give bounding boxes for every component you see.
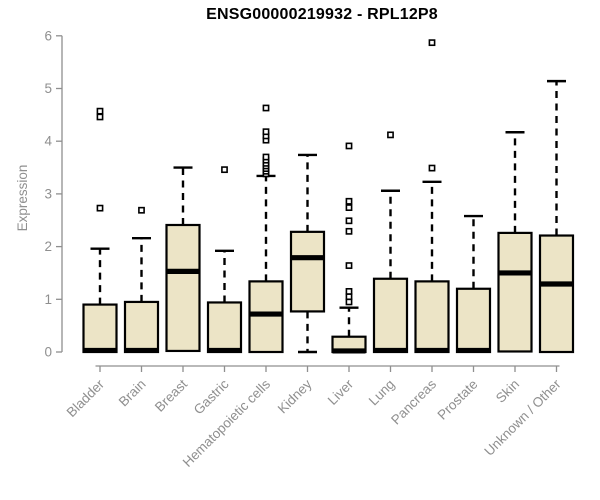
x-tick-label-bladder: Bladder: [64, 376, 108, 420]
outlier-hematopoietic-cells-6: [262, 153, 270, 161]
box-hematopoietic-cells: [248, 280, 284, 354]
box-skin: [497, 231, 533, 353]
outlier-liver-6: [345, 204, 353, 212]
chart-title: ENSG00000219932 - RPL12P8: [206, 6, 438, 23]
outlier-pancreas-0: [428, 164, 436, 172]
outlier-gastric-0: [221, 166, 228, 174]
y-tick-label: 3: [44, 186, 52, 201]
x-tick-label-pancreas: Pancreas: [388, 376, 439, 427]
box-lung: [372, 277, 409, 354]
x-tick-label-lung: Lung: [366, 377, 398, 409]
box-prostate: [455, 287, 492, 354]
x-tick-label-liver: Liver: [325, 376, 357, 408]
y-tick-label: 0: [44, 345, 52, 360]
x-tick-label-brain: Brain: [116, 377, 149, 410]
y-tick-label: 5: [44, 81, 52, 96]
outlier-hematopoietic-cells-9: [262, 128, 270, 136]
outlier-liver-8: [345, 142, 353, 150]
outlier-hematopoietic-cells-10: [262, 104, 270, 112]
outlier-liver-5: [345, 217, 353, 225]
y-tick-label: 2: [44, 239, 52, 254]
x-tick-label-kidney: Kidney: [275, 376, 315, 416]
outlier-bladder-1: [96, 113, 104, 121]
box-brain: [123, 300, 160, 354]
y-tick-label: 4: [44, 134, 52, 149]
outlier-liver-2: [345, 287, 353, 295]
box-breast: [165, 223, 201, 353]
box-pancreas: [414, 280, 450, 354]
y-tick-label: 6: [44, 28, 52, 43]
x-tick-label-prostate: Prostate: [434, 377, 480, 423]
box-kidney: [289, 230, 326, 313]
y-tick-label: 1: [44, 292, 52, 307]
outlier-pancreas-1: [428, 39, 436, 47]
outlier-liver-1: [345, 293, 353, 301]
x-tick-label-unknown-other: Unknown / Other: [481, 376, 564, 459]
outlier-liver-3: [345, 262, 353, 269]
outlier-liver-7: [345, 197, 353, 205]
outlier-bladder-0: [96, 204, 104, 212]
x-tick-label-gastric: Gastric: [191, 376, 232, 417]
box-bladder: [82, 303, 118, 354]
box-unknown-other: [538, 234, 575, 354]
outlier-brain-0: [138, 206, 145, 214]
outlier-liver-4: [345, 227, 353, 235]
x-tick-label-breast: Breast: [152, 376, 190, 414]
outlier-liver-0: [345, 298, 353, 306]
x-tick-label-skin: Skin: [493, 377, 522, 406]
outlier-lung-0: [387, 131, 394, 139]
box-gastric: [206, 301, 243, 354]
outlier-bladder-2: [96, 107, 104, 115]
